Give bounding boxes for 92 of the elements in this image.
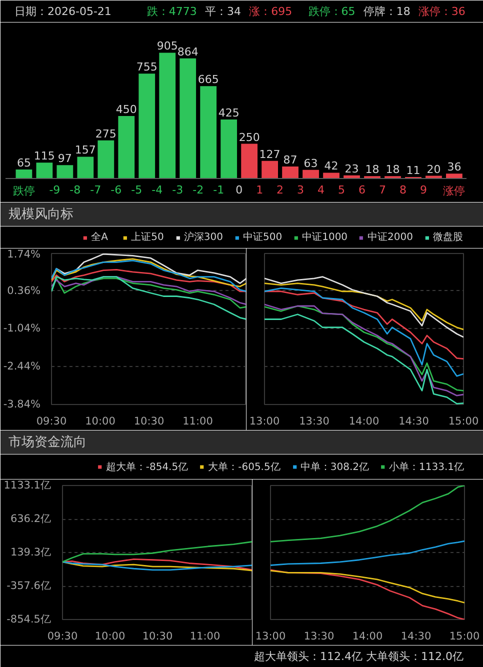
- data-label: 97: [58, 152, 72, 166]
- x-tick-label: 6: [358, 184, 366, 197]
- chart-title: 规模风向标: [8, 207, 74, 222]
- x-tick-label: 跌停: [12, 184, 35, 198]
- text: 跌：4773: [146, 5, 197, 18]
- data-label: 36: [447, 160, 462, 174]
- legend-label: 大单：-605.5亿: [208, 460, 280, 474]
- data-label: 11: [406, 164, 420, 178]
- data-label: 157: [74, 144, 96, 157]
- data-label: 425: [218, 106, 240, 120]
- x-tick-label: 13:30: [299, 416, 330, 428]
- y-tick-label: 139.3亿: [10, 546, 52, 558]
- legend-label: 中证2000: [368, 230, 413, 244]
- x-tick-label: 5: [338, 184, 346, 197]
- x-tick-label: 9: [420, 184, 427, 197]
- x-tick-label: 2: [276, 184, 284, 197]
- legend-label: 超大单：-854.5亿: [106, 460, 188, 474]
- x-tick-label: -4: [152, 184, 163, 197]
- data-label: 905: [156, 40, 178, 53]
- y-tick-label: -3.84%: [3, 398, 41, 410]
- x-tick-label: 1: [256, 184, 264, 197]
- x-tick-label: 10:00: [85, 416, 116, 428]
- text: 涨：695: [249, 5, 292, 18]
- data-label: 755: [136, 60, 158, 74]
- x-tick-label: 7: [378, 184, 386, 197]
- x-tick-label: 09:30: [36, 416, 67, 428]
- x-tick-label: -7: [90, 184, 102, 197]
- x-tick-label: 10:30: [142, 630, 173, 642]
- x-tick-label: 15:00: [448, 416, 479, 428]
- x-tick-label: -2: [192, 184, 204, 197]
- legend-label: 沪深300: [184, 230, 223, 244]
- data-label: 23: [344, 162, 359, 176]
- x-tick-label: 3: [297, 184, 304, 197]
- text: 跌停：65: [308, 5, 356, 18]
- x-tick-label: 14:00: [348, 416, 380, 428]
- data-label: 87: [283, 153, 298, 166]
- legend-label: 中单：308.2亿: [300, 460, 369, 474]
- y-tick-label: 636.2亿: [10, 513, 52, 525]
- legend-label: 上证50: [131, 230, 164, 244]
- data-label: 18: [386, 163, 400, 176]
- x-tick-label: 0: [236, 184, 243, 197]
- data-label: 42: [324, 160, 338, 173]
- legend-label: 中证500: [243, 230, 282, 244]
- x-tick-label: 13:00: [249, 416, 280, 428]
- legend-label: 中证1000: [302, 230, 348, 244]
- chart-title: 市场资金流向: [8, 434, 86, 450]
- data-label: 65: [16, 156, 31, 170]
- x-tick-label: -1: [213, 184, 224, 197]
- data-label: 20: [426, 162, 441, 176]
- x-tick-label: 4: [318, 184, 325, 197]
- x-tick-label: 8: [399, 184, 406, 197]
- legend-label: 微盘股: [433, 231, 463, 244]
- legend-label: 全A: [91, 231, 110, 244]
- x-tick-label: -3: [172, 184, 184, 197]
- y-tick-label: -854.5亿: [6, 614, 52, 626]
- y-tick-label: -1.04%: [3, 322, 41, 335]
- legend-label: 小单：1133.1亿: [389, 460, 464, 474]
- x-tick-label: 14:00: [352, 630, 383, 642]
- y-tick-label: -357.6亿: [6, 580, 52, 592]
- data-label: 450: [116, 102, 137, 116]
- x-tick-label: 13:00: [255, 630, 286, 642]
- x-tick-label: 09:30: [47, 630, 78, 642]
- x-tick-label: -8: [70, 184, 81, 197]
- text: 涨停：36: [418, 5, 466, 18]
- y-tick-label: 1133.1亿: [4, 480, 52, 492]
- data-label: 127: [259, 148, 280, 161]
- y-tick-label: 1.74%: [7, 248, 41, 260]
- x-tick-label: -9: [49, 184, 60, 197]
- x-tick-label: 11:00: [182, 416, 213, 428]
- x-tick-label: 14:30: [398, 416, 429, 428]
- x-tick-label: -6: [110, 184, 122, 197]
- text: 日期：2026-05-21: [14, 5, 112, 18]
- x-tick-label: 15:00: [449, 630, 480, 642]
- x-tick-label: 涨停: [443, 184, 466, 198]
- text: 超大单领头：112.4亿 大单领头：112.0亿: [254, 650, 464, 663]
- x-tick-label: 10:00: [94, 630, 126, 642]
- y-tick-label: 0.36%: [7, 284, 41, 297]
- x-tick-label: 11:00: [190, 630, 220, 642]
- data-label: 63: [304, 156, 318, 170]
- x-tick-label: 13:30: [304, 630, 334, 642]
- x-tick-label: 14:30: [400, 630, 432, 642]
- text: 平：34: [205, 5, 242, 18]
- x-tick-label: 10:30: [134, 416, 164, 428]
- data-label: 665: [198, 73, 219, 86]
- data-label: 250: [238, 130, 260, 144]
- data-label: 864: [177, 45, 198, 58]
- y-tick-label: -2.44%: [3, 360, 41, 373]
- data-label: 115: [34, 150, 55, 163]
- data-label: 18: [365, 163, 380, 176]
- data-label: 275: [95, 127, 116, 140]
- text: 停牌：18: [363, 5, 410, 18]
- x-tick-label: -5: [131, 184, 142, 197]
